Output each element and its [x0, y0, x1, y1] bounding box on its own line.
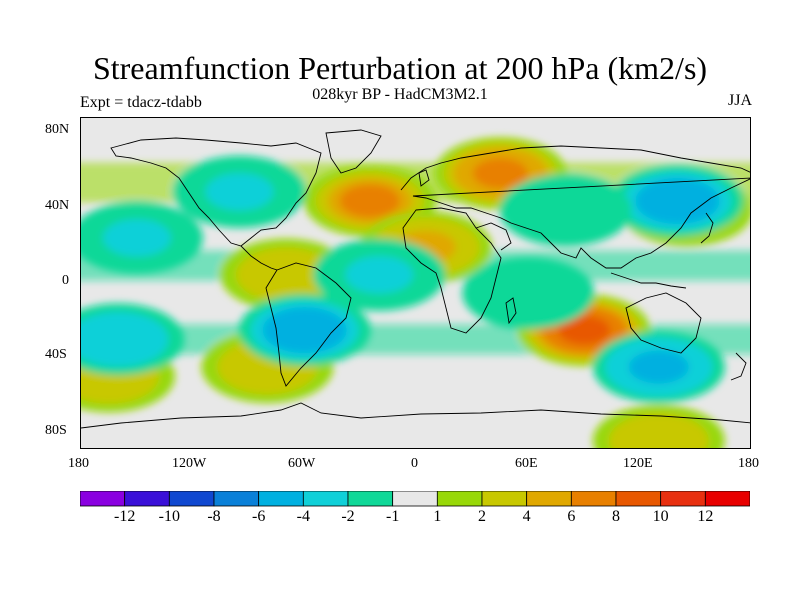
colorbar-label: -12 — [113, 508, 136, 525]
coast-europe-asia — [400, 145, 750, 191]
field-contour — [252, 256, 321, 294]
field-contour — [558, 315, 611, 345]
y-tick-label: 80N — [45, 122, 70, 137]
field-contour — [523, 187, 608, 234]
coast-indonesia — [610, 272, 687, 289]
coast-central-america — [240, 245, 278, 271]
field-contour — [84, 320, 153, 358]
coast-japan — [700, 212, 714, 244]
chart-subtitle: 028kyr BP - HadCM3M2.1 — [312, 86, 488, 103]
colorbar-swatch — [124, 491, 170, 507]
y-tick-label: 40S — [45, 347, 67, 362]
colorbar-label: 10 — [652, 508, 669, 525]
colorbar-label: 6 — [567, 508, 576, 525]
coast-new-zealand — [730, 352, 747, 381]
colorbar-label: -4 — [296, 508, 310, 525]
y-tick-label: 80S — [45, 423, 67, 438]
colorbar-swatch — [526, 491, 572, 507]
colorbar-label: 2 — [478, 508, 486, 525]
field-contour — [628, 350, 689, 384]
colorbar-swatch — [615, 491, 662, 507]
x-tick-label: 180 — [738, 456, 759, 471]
coast-uk — [418, 169, 430, 187]
coast-australia — [625, 292, 702, 354]
y-tick-label: 0 — [62, 273, 69, 288]
x-tick-label: 120E — [623, 456, 653, 471]
field-contour — [647, 184, 708, 218]
coast-asia-east — [412, 177, 750, 269]
colorbar-label: 4 — [522, 508, 531, 525]
season-label: JJA — [727, 92, 752, 109]
y-tick-label: 40N — [45, 198, 70, 213]
colorbar-swatch — [213, 491, 260, 507]
colorbar-swatch — [392, 491, 438, 507]
coast-arabia — [475, 222, 512, 251]
colorbar-swatch — [570, 491, 617, 507]
x-tick-label: 60E — [515, 456, 538, 471]
field-contour — [345, 256, 414, 294]
x-tick-label: 120W — [172, 456, 207, 471]
coast-antarctica — [81, 402, 750, 429]
colorbar-label: 1 — [433, 508, 442, 525]
x-tick-label: 180 — [68, 456, 89, 471]
colorbar-swatch — [258, 491, 304, 507]
coast-madagascar — [505, 297, 517, 325]
colorbar-label: -8 — [207, 508, 221, 525]
field-contour — [339, 184, 400, 218]
colorbar-label: -6 — [251, 508, 266, 525]
coast-greenland — [325, 129, 382, 174]
field-contour — [102, 219, 171, 257]
colorbar-swatch — [347, 491, 394, 507]
colorbar-swatch — [168, 491, 215, 507]
coastlines — [81, 129, 750, 429]
coast-south-america — [265, 262, 352, 387]
colorbar-swatch — [481, 491, 528, 507]
x-tick-label: 0 — [411, 456, 418, 471]
colorbar-swatch — [660, 491, 706, 507]
colorbar — [80, 491, 750, 507]
coast-north-america — [110, 137, 322, 247]
streamfunction-map — [80, 117, 751, 449]
colorbar-label: -2 — [341, 508, 355, 525]
contour-field — [81, 137, 750, 448]
colorbar-swatch — [80, 491, 126, 507]
map-canvas — [81, 118, 750, 448]
coast-africa — [402, 207, 502, 334]
x-tick-label: 60W — [288, 456, 316, 471]
field-contour — [205, 173, 274, 211]
colorbar-swatch — [302, 491, 349, 507]
field-contour — [472, 158, 528, 189]
colorbar-label: 12 — [697, 508, 714, 525]
colorbar-label: -10 — [158, 508, 180, 525]
colorbar-swatch — [704, 491, 750, 507]
field-contour — [486, 270, 571, 317]
field-contour — [624, 422, 693, 448]
colorbar-label: -1 — [385, 508, 400, 525]
colorbar-label: 8 — [612, 508, 620, 525]
field-contour — [274, 313, 335, 347]
colorbar-swatch — [436, 491, 483, 507]
experiment-label: Expt = tdacz-tdabb — [80, 94, 202, 111]
chart-title: Streamfunction Perturbation at 200 hPa (… — [92, 50, 708, 86]
